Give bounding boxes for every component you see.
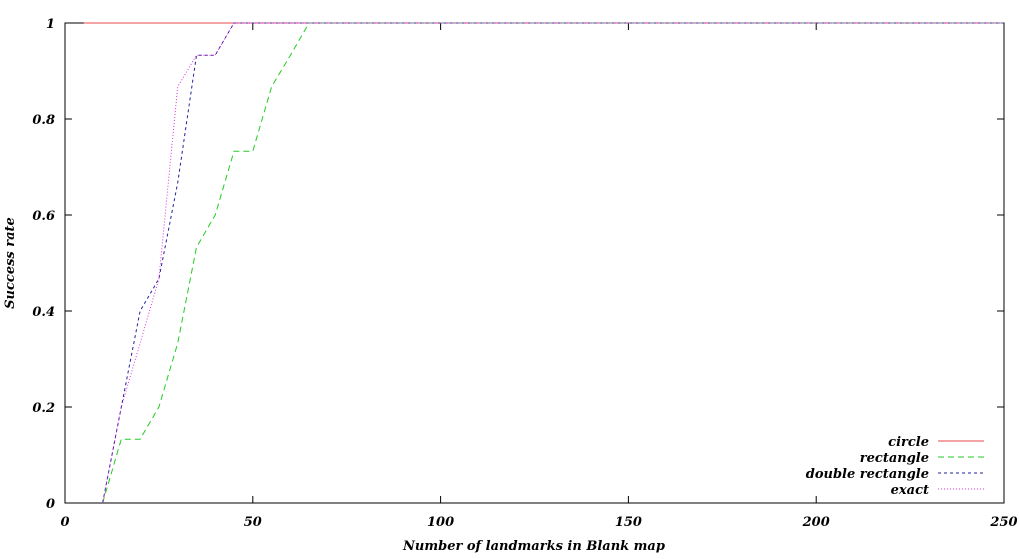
x-tick-label-2: 100 — [427, 515, 454, 530]
legend-label-double-rectangle: double rectangle — [806, 467, 929, 482]
y-axis-label: Success rate — [3, 217, 18, 309]
legend-label-exact: exact — [891, 483, 929, 498]
y-tick-label-2: 0.4 — [32, 305, 55, 320]
y-tick-label-5: 1 — [46, 17, 55, 32]
x-tick-label-3: 150 — [615, 515, 642, 530]
axis-ticks: 0 50 100 150 200 250 0 0.2 0.4 0.6 0.8 1 — [32, 17, 1017, 530]
x-axis-label: Number of landmarks in Blank map — [402, 539, 665, 554]
y-tick-label-4: 0.8 — [32, 113, 55, 128]
x-tick-label-1: 50 — [244, 515, 262, 530]
legend-label-circle: circle — [888, 435, 929, 450]
y-tick-label-3: 0.6 — [32, 209, 55, 224]
plot-frame — [64, 22, 1005, 504]
series-layer — [83, 22, 1004, 504]
series-line-rectangle — [102, 22, 1004, 504]
x-tick-label-5: 250 — [989, 515, 1017, 530]
x-tick-label-4: 200 — [802, 515, 830, 530]
x-tick-label-0: 0 — [60, 515, 69, 530]
y-tick-label-1: 0.2 — [32, 401, 55, 416]
legend-label-rectangle: rectangle — [860, 451, 929, 466]
y-tick-label-0: 0 — [46, 497, 55, 512]
series-line-exact — [102, 22, 1004, 504]
series-line-double-rectangle — [102, 22, 1004, 504]
